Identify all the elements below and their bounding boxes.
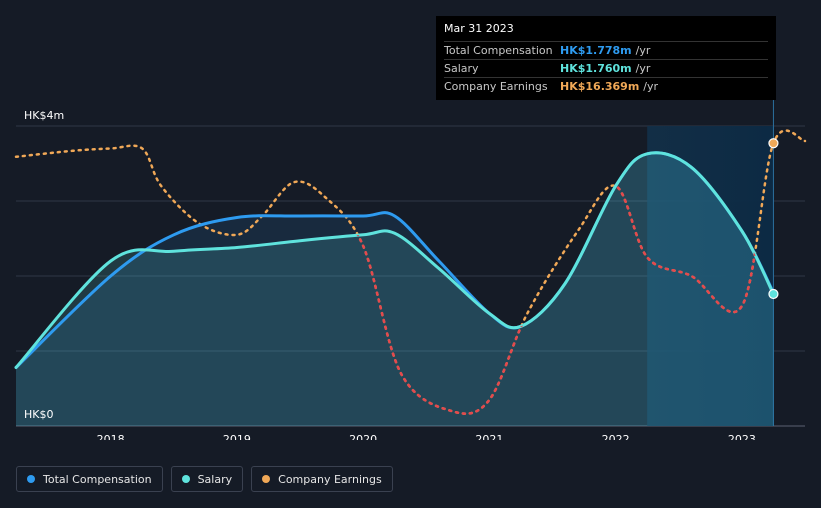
total-compensation-dot-icon [27,475,35,483]
legend-label: Salary [197,472,233,486]
y-tick-label: HK$4m [24,109,64,122]
legend-item-total-compensation[interactable]: Total Compensation [16,466,163,492]
tooltip-unit: /yr [635,44,651,57]
salary-line [14,151,775,369]
company-earnings-marker [768,138,779,149]
tooltip-row-total-compensation: Total Compensation HK$1.778m /yr [444,41,768,59]
y-tick-label: HK$0 [24,408,53,421]
legend-label: Company Earnings [278,472,382,486]
chart-legend: Total Compensation Salary Company Earnin… [16,466,401,492]
tooltip-label: Salary [444,62,479,75]
x-tick-label: 2018 [97,433,125,440]
tooltip-label: Total Compensation [444,44,553,57]
tooltip-unit: /yr [635,62,651,75]
tooltip-unit: /yr [643,80,659,93]
tooltip-row-company-earnings: Company Earnings HK$16.369m /yr [444,77,768,95]
tooltip-value: HK$1.760m [560,62,632,75]
x-tick-label: 2021 [475,433,503,440]
tooltip-value: HK$16.369m [560,80,640,93]
x-tick-label: 2023 [728,433,756,440]
x-tick-label: 2019 [223,433,251,440]
tooltip-date: Mar 31 2023 [444,22,514,35]
total-compensation-area [16,152,774,426]
highlight-region [647,126,774,426]
salary-marker [768,288,779,300]
legend-item-company-earnings[interactable]: Company Earnings [251,466,393,492]
x-tick-label: 2022 [602,433,630,440]
x-tick-label: 2020 [349,433,377,440]
tooltip-value: HK$1.778m [560,44,632,57]
tooltip-row-salary: Salary HK$1.760m /yr [444,59,768,77]
compensation-chart: HK$4m HK$0 2018 2019 2020 2021 2022 2023 [14,16,807,440]
tooltip-label: Company Earnings [444,80,548,93]
salary-area [16,152,774,426]
hover-tooltip: Mar 31 2023 Total Compensation HK$1.778m… [436,16,776,100]
company-earnings-below-line [16,152,774,415]
company-earnings-dot-icon [262,475,271,483]
legend-item-salary[interactable]: Salary [170,466,244,492]
legend-label: Total Compensation [43,472,152,486]
salary-dot-icon [181,475,190,483]
